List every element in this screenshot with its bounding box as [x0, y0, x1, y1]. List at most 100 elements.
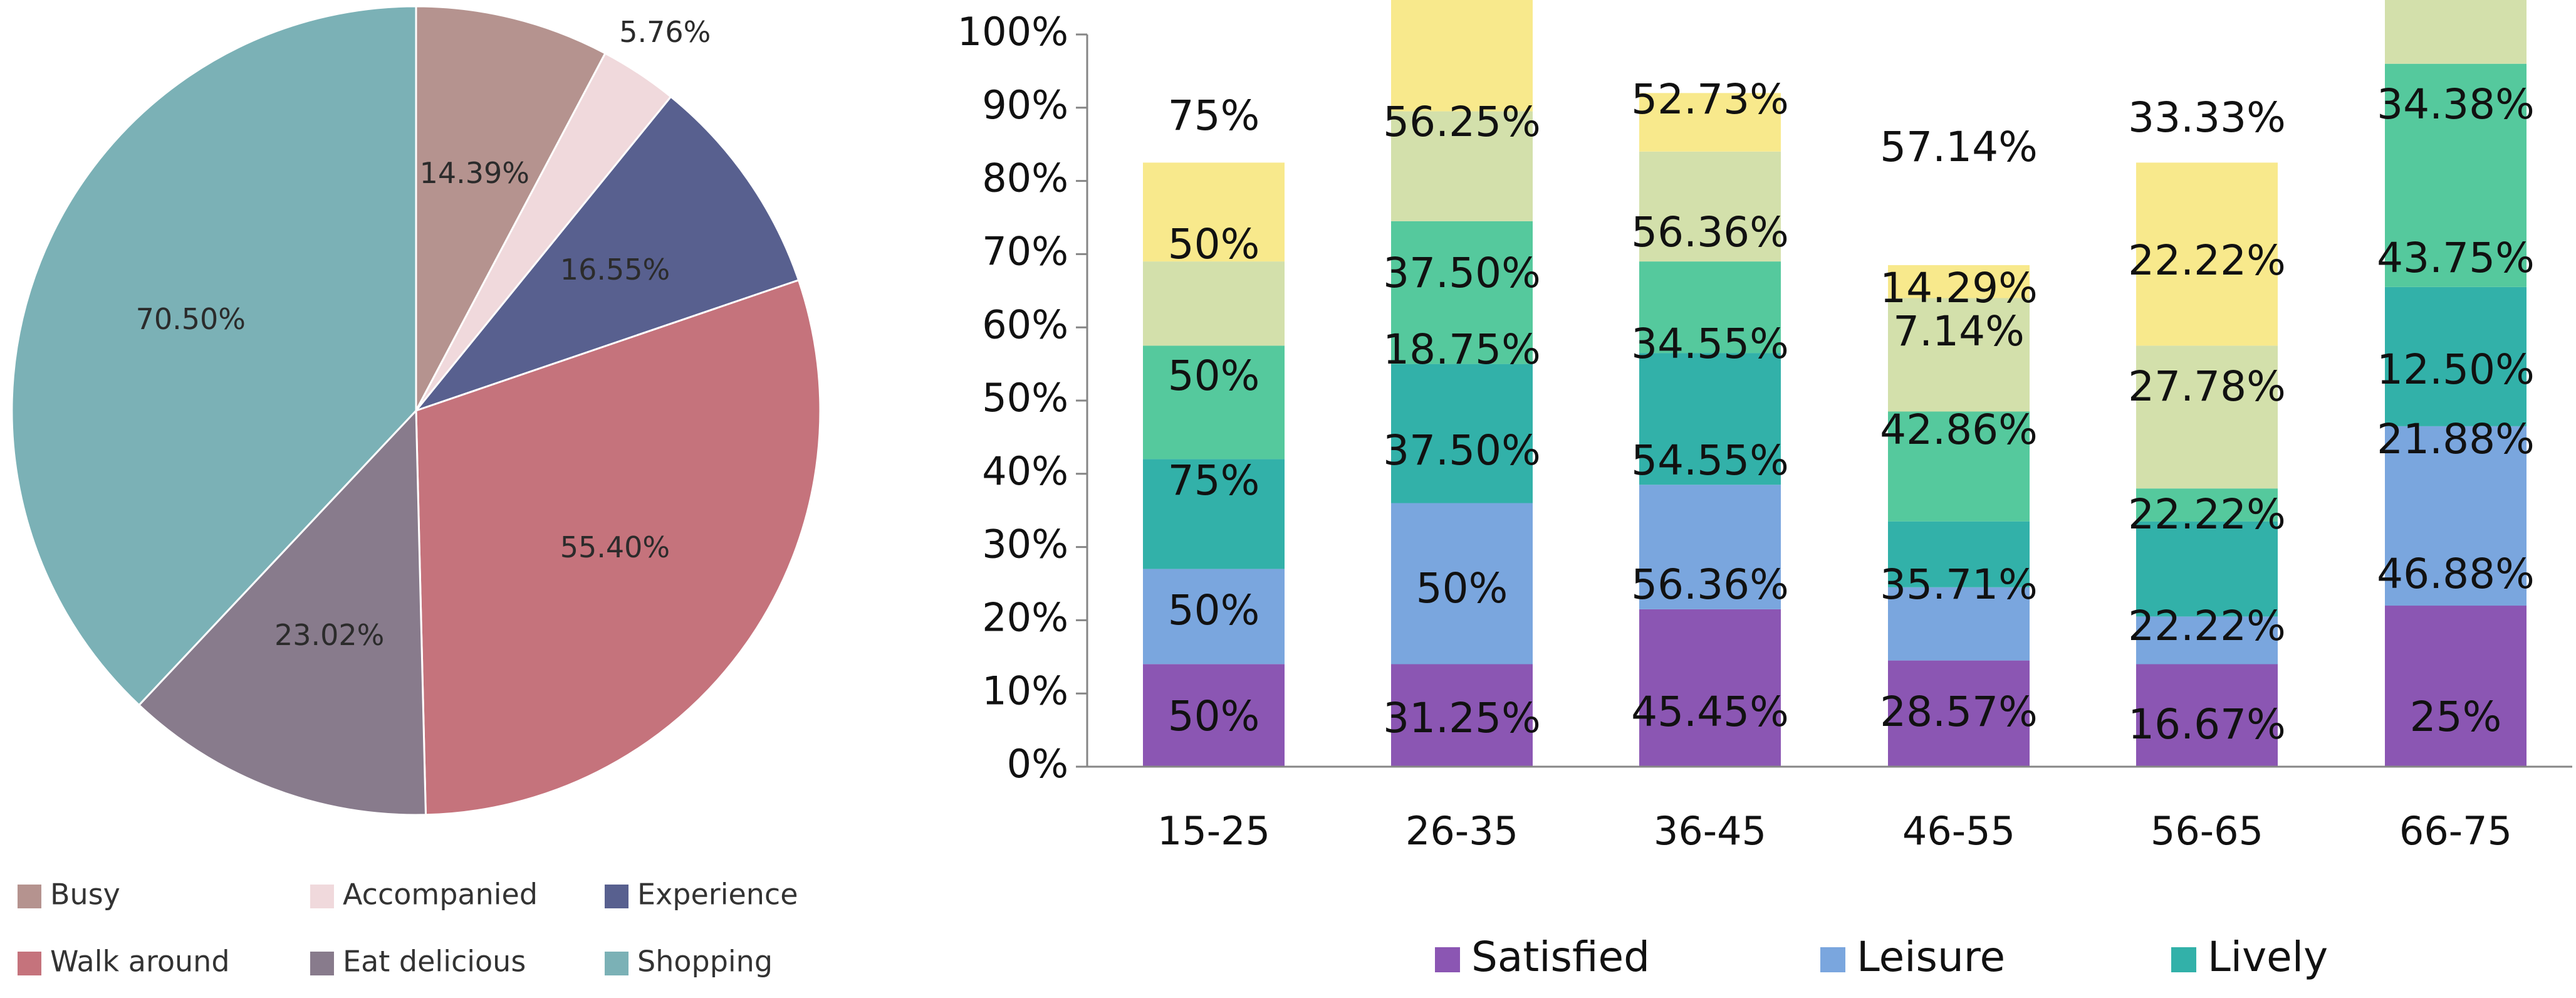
y-tick-label: 0%	[1007, 741, 1068, 787]
bar-segment-36-45-3	[1639, 261, 1781, 354]
pie-legend-label-walk-around: Walk around	[50, 945, 230, 979]
data-label-26-35-4: 37.50%	[1383, 249, 1541, 297]
pie-label-busy: 14.39%	[420, 156, 529, 190]
bar-segment-36-45-4	[1639, 151, 1781, 262]
pie-label-eat-delicious: 23.02%	[274, 618, 384, 652]
bar-segment-36-45-5	[1639, 93, 1781, 152]
bar-segment-56-65-5	[2136, 162, 2278, 346]
bar-segment-46-55-2	[1888, 521, 2030, 587]
bar-segment-26-35-2	[1391, 364, 1533, 503]
bar-legend-label-lively: Lively	[2208, 933, 2328, 981]
pie-legend: Busy Accompanied Experience Walk around Eat …	[18, 878, 798, 979]
bar-segment-15-25-2	[1143, 459, 1285, 569]
bar-segment-66-75-1	[2385, 426, 2526, 606]
x-tick-label: 46-55	[1902, 808, 2015, 854]
bar-segment-36-45-2	[1639, 353, 1781, 485]
x-tick-label: 36-45	[1654, 808, 1766, 854]
bar-segment-66-75-0	[2385, 606, 2526, 767]
bar-legend-label-leisure: Leisure	[1857, 933, 2005, 981]
data-label-66-75-1: 46.88%	[2377, 550, 2535, 598]
pie-legend-swatch-accompanied	[310, 885, 334, 908]
bar-segment-26-35-4	[1391, 111, 1533, 221]
bar-legend-swatch-leisure	[1820, 947, 1845, 972]
bar-legend-swatch-satisfied	[1435, 947, 1460, 972]
bar-segment-46-55-0	[1888, 660, 2030, 767]
bar-segment-26-35-0	[1391, 664, 1533, 767]
data-label-15-25-4: 50%	[1168, 220, 1260, 268]
y-tick-label: 10%	[982, 668, 1068, 713]
data-label-66-75-2: 21.88%	[2377, 415, 2535, 463]
data-label-66-75-3: 12.50%	[2377, 345, 2535, 394]
stacked-bar-chart: 0% 10% 20% 30% 40% 50% 60% 70% 80% 90% 100% 15-25 26…	[957, 0, 2572, 854]
data-label-26-35-5: 56.25%	[1383, 98, 1541, 146]
bar-segment-46-55-5	[1888, 265, 2030, 298]
data-label-46-55-1: 35.71%	[1880, 560, 2038, 609]
data-label-56-65-0: 16.67%	[2128, 700, 2286, 748]
pie-slice-busy	[415, 5, 607, 411]
pie-legend-label-accompanied: Accompanied	[343, 878, 538, 911]
data-label-46-55-3: 7.14%	[1893, 307, 2025, 355]
data-label-36-45-0: 45.45%	[1631, 688, 1789, 736]
bar-segment-36-45-0	[1639, 609, 1781, 767]
bar-segment-66-75-4	[2385, 0, 2526, 64]
bar-segment-56-65-1	[2136, 616, 2278, 664]
bar-segment-56-65-2	[2136, 521, 2278, 617]
pie-legend-label-shopping: Shopping	[637, 945, 773, 979]
pie-legend-label-busy: Busy	[50, 878, 120, 911]
bar-segment-36-45-1	[1639, 485, 1781, 609]
data-label-36-45-5: 52.73%	[1631, 75, 1789, 123]
data-label-56-65-2: 22.22%	[2128, 490, 2286, 538]
bar-legend-label-satisfied: Satisfied	[1471, 933, 1650, 981]
data-label-56-65-4: 22.22%	[2128, 236, 2286, 285]
data-label-36-45-3: 34.55%	[1631, 320, 1789, 368]
bar-segment-66-75-2	[2385, 287, 2526, 426]
pie-legend-label-experience: Experience	[637, 878, 798, 911]
y-tick-label: 80%	[982, 155, 1068, 201]
pie-label-shopping: 70.50%	[136, 302, 246, 336]
pie-chart: 14.39% 5.76% 16.55% 55.40% 23.02% 70.50%	[11, 5, 821, 816]
data-label-36-45-1: 56.36%	[1631, 560, 1789, 609]
bar-segment-56-65-3	[2136, 488, 2278, 522]
bar-segment-46-55-1	[1888, 587, 2030, 661]
data-label-15-25-0: 50%	[1168, 692, 1260, 740]
pie-label-accompanied: 5.76%	[619, 15, 711, 49]
data-label-46-55-4: 14.29%	[1880, 264, 2038, 312]
pie-slice-eat-delicious	[137, 408, 427, 816]
y-tick-label: 60%	[982, 302, 1068, 347]
data-label-66-75-4: 43.75%	[2377, 234, 2535, 282]
bar-segment-56-65-0	[2136, 664, 2278, 767]
bar-segment-15-25-3	[1143, 345, 1285, 460]
x-tick-label: 66-75	[2399, 808, 2512, 854]
data-label-46-55-2: 42.86%	[1880, 406, 2038, 454]
data-label-36-45-4: 56.36%	[1631, 208, 1789, 256]
data-label-26-35-0: 31.25%	[1383, 694, 1541, 742]
bar-segment-56-65-4	[2136, 345, 2278, 489]
x-tick-label: 26-35	[1405, 808, 1518, 854]
data-label-66-75-5: 34.38%	[2377, 80, 2535, 129]
y-tick-label: 30%	[982, 522, 1068, 567]
pie-slice-experience	[413, 95, 800, 413]
bar-legend: Satisfied Leisure Lively	[1435, 933, 2328, 981]
bar-segment-26-35-1	[1391, 503, 1533, 664]
pie-legend-swatch-eat-delicious	[310, 952, 334, 975]
y-tick-label: 70%	[982, 228, 1068, 274]
x-tick-label: 56-65	[2151, 808, 2263, 854]
data-label-56-65-5: 33.33%	[2128, 93, 2286, 142]
y-tick-label: 90%	[982, 82, 1068, 128]
data-label-15-25-2: 75%	[1168, 456, 1260, 505]
y-tick-label: 20%	[982, 594, 1068, 640]
bar-segment-15-25-5	[1143, 162, 1285, 262]
y-tick-label: 50%	[982, 375, 1068, 421]
pie-label-walk-around: 55.40%	[560, 530, 670, 564]
data-label-26-35-2: 37.50%	[1383, 426, 1541, 475]
bar-segment-26-35-3	[1391, 221, 1533, 364]
y-tick-label: 100%	[957, 9, 1068, 55]
data-label-15-25-1: 50%	[1168, 586, 1260, 634]
data-label-15-25-5: 75%	[1168, 92, 1260, 140]
data-label-26-35-1: 50%	[1416, 564, 1508, 612]
pie-legend-swatch-busy	[18, 885, 41, 908]
bar-segment-15-25-0	[1143, 664, 1285, 767]
bar-segment-66-75-3	[2385, 63, 2526, 287]
